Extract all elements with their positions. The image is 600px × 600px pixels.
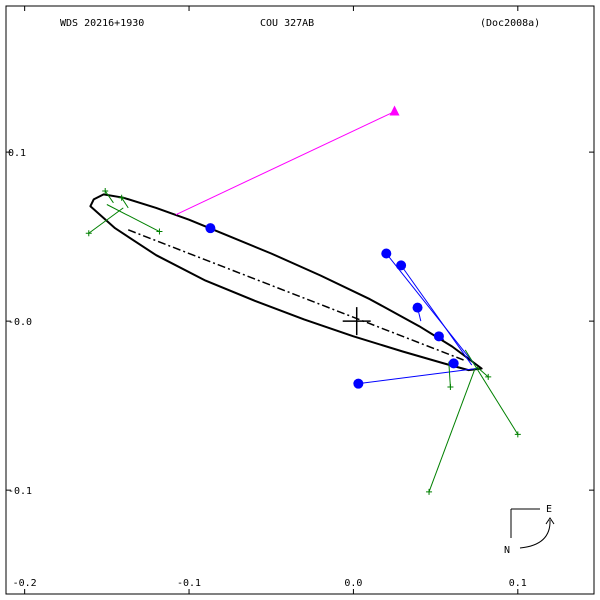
- green-point-6: [514, 431, 521, 438]
- compass-east-label: E: [546, 504, 552, 515]
- axis-ticks: -0.2 -0.1 0.0 0.1 0.1 -0.0 -0.1: [6, 6, 594, 594]
- blue-point-0: [205, 223, 216, 234]
- compass-arc-arrow: [519, 519, 551, 549]
- line-of-nodes: [127, 229, 464, 361]
- green-point-0: [102, 187, 109, 194]
- x-tick-label-1: -0.1: [177, 578, 201, 589]
- green-residual-line-0: [104, 190, 114, 204]
- green-point-1: [118, 194, 125, 201]
- magenta-residual-line: [175, 111, 395, 216]
- orbit-ellipse: [89, 193, 483, 372]
- x-tick-label-0: -0.2: [13, 578, 37, 589]
- magenta-point: [389, 105, 400, 116]
- green-residual-line-2: [106, 204, 160, 232]
- green-residual-line-1: [121, 197, 129, 209]
- blue-point-3: [412, 302, 423, 313]
- compass-axes: [510, 508, 540, 538]
- blue-residual-line-1: [385, 253, 476, 366]
- header-right-label: (Doc2008a): [480, 18, 540, 29]
- blue-residual-line-6: [358, 367, 477, 385]
- y-tick-label-2: -0.1: [8, 486, 32, 497]
- plot-frame: [5, 5, 595, 595]
- x-tick-label-2: 0.0: [344, 578, 362, 589]
- green-residual-line-4: [448, 361, 451, 388]
- header-left-label: WDS 20216+1930: [60, 18, 144, 29]
- blue-point-2: [396, 260, 407, 271]
- green-point-2: [156, 228, 163, 235]
- compass: E N: [504, 504, 555, 556]
- green-point-7: [426, 488, 433, 495]
- blue-point-1: [381, 248, 392, 259]
- y-tick-label-0: 0.1: [8, 148, 26, 159]
- orbit-layer: [89, 193, 483, 372]
- primary-star-cross: [342, 307, 371, 336]
- marker-layer: [85, 105, 521, 495]
- green-point-3: [85, 230, 92, 237]
- blue-point-6: [353, 378, 364, 389]
- green-residual-line-6: [464, 349, 519, 435]
- green-residual-line-3: [88, 207, 124, 234]
- green-residual-line-5: [476, 366, 489, 378]
- green-residual-line-7: [428, 368, 476, 493]
- residual-layer: [88, 111, 519, 493]
- green-point-5: [485, 373, 492, 380]
- compass-north-label: N: [504, 545, 510, 556]
- blue-residual-line-2: [400, 265, 473, 366]
- header-center-label: COU 327AB: [260, 18, 314, 29]
- green-point-4: [447, 384, 454, 391]
- x-tick-label-3: 0.1: [509, 578, 527, 589]
- blue-point-4: [433, 331, 444, 342]
- blue-point-5: [448, 358, 459, 369]
- compass-arrowhead: [545, 517, 555, 525]
- y-tick-label-1: -0.0: [8, 317, 32, 328]
